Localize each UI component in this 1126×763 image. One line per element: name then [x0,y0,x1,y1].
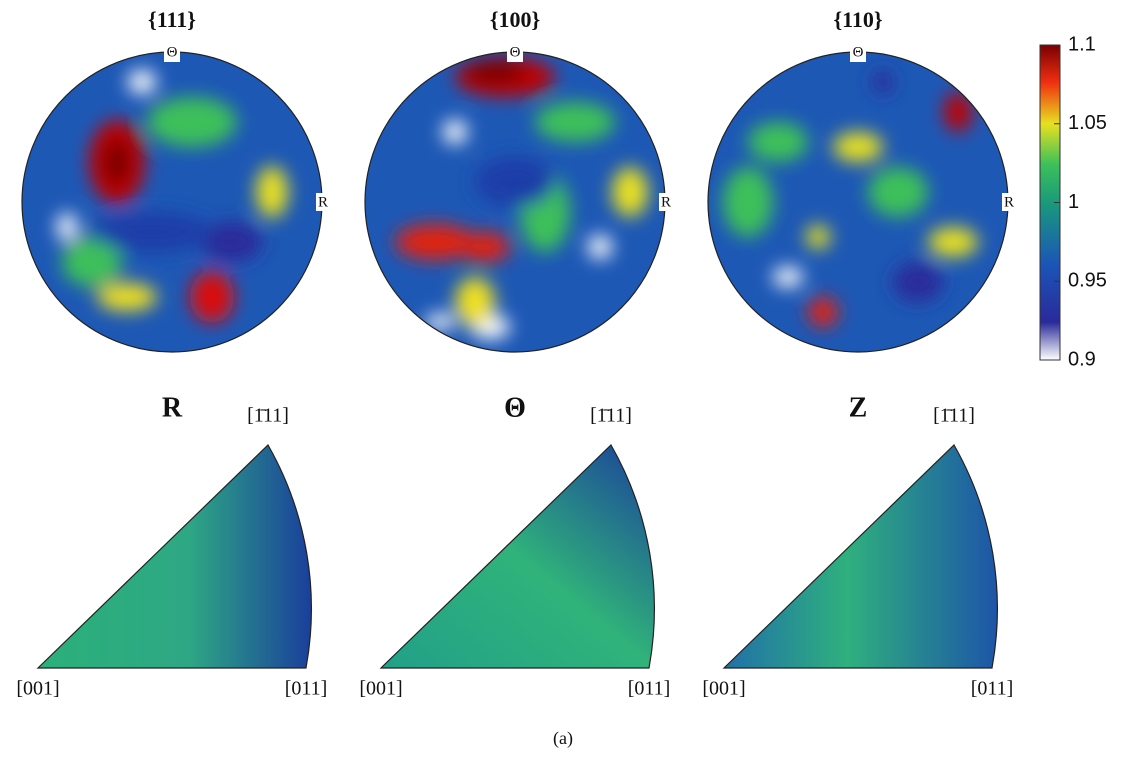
texture-blob [256,166,288,218]
texture-blob [92,212,212,252]
pole-figure-texture [395,57,648,339]
pole-figure-texture [723,70,978,327]
texture-blob [588,235,612,259]
texture-blob [833,132,883,162]
colorbar-tick-label: 1.1 [1068,33,1096,55]
top-label: Θ [167,44,178,60]
inverse-pole-figure [722,444,998,669]
corner-label: [011] [971,678,1014,700]
texture-blob [425,314,455,330]
texture-blob [455,277,495,327]
texture-blob [128,70,156,94]
top-label: Θ [853,44,864,60]
texture-blob [944,92,972,132]
texture-blob [460,232,510,262]
texture-blob [465,60,525,84]
pole-figure-title: {100} [490,7,540,32]
corner-label: [001] [702,678,745,700]
pole-figure-title: {110} [833,7,882,32]
label-box [850,44,866,62]
texture-blob [808,297,838,327]
colorbar-tick-label: 0.9 [1068,348,1096,370]
top-label: Θ [510,44,521,60]
texture-blob [723,167,773,237]
texture-blob [806,225,830,249]
right-label: R [318,194,328,210]
texture-blob [190,271,234,323]
ipf-title: Θ [504,392,526,423]
texture-blob [97,283,157,311]
corner-label: [011] [285,678,328,700]
corner-label: [1̄11] [590,405,632,427]
texture-blob [535,102,615,142]
caption: (a) [553,728,573,749]
ipf-title: R [162,392,183,423]
texture-blob [748,122,808,162]
texture-blob [873,70,893,94]
colorbar-tick-label: 1 [1068,191,1079,213]
right-label: R [661,194,671,210]
texture-blob [57,213,77,241]
ipf-title: Z [849,392,868,423]
label-box [507,44,523,62]
label-box [164,44,180,62]
colorbar-tick-label: 0.95 [1068,270,1107,292]
texture-blob [395,224,475,260]
label-box [316,193,330,211]
texture-blob [147,97,237,147]
corner-label: [1̄11] [247,405,289,427]
corner-label: [011] [628,678,671,700]
texture-blob [773,267,803,287]
label-box [1002,193,1016,211]
pole-figure-texture [57,70,288,323]
pole-figure [365,52,665,352]
colorbar-tick-label: 1.05 [1068,112,1107,134]
texture-blob [475,157,555,207]
corner-label: [001] [359,678,402,700]
right-label: R [1004,194,1014,210]
inverse-pole-figure [379,444,655,669]
corner-label: [1̄11] [933,405,975,427]
texture-blob [868,167,928,217]
texture-blob [612,167,648,217]
pole-figure [708,52,1008,352]
texture-blob [928,227,978,257]
texture-blob [443,120,467,144]
texture-blob [202,222,262,262]
texture-blob [893,262,943,302]
texture-blob [103,138,131,186]
inverse-pole-figure [36,444,312,669]
corner-label: [001] [16,678,59,700]
label-box [659,193,673,211]
texture-blob [62,237,122,287]
pole-figure-title: {111} [148,7,196,32]
pole-figure [22,52,322,352]
